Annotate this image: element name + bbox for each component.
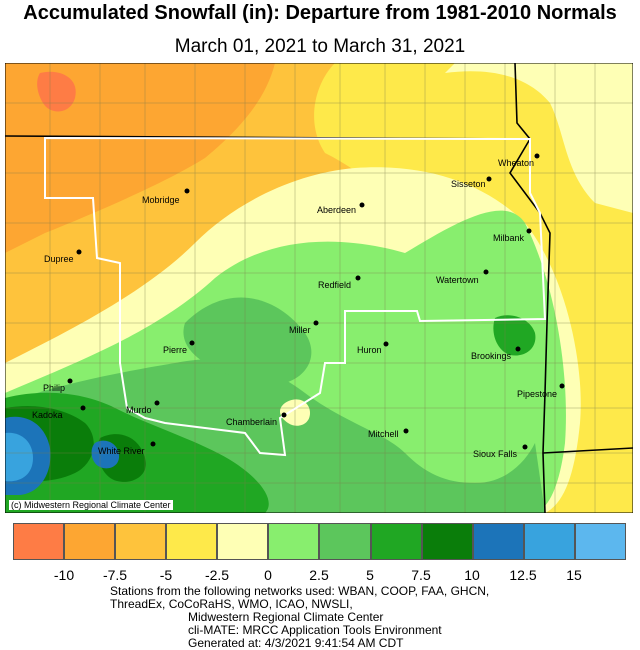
city-dot bbox=[76, 249, 82, 255]
footer-line: Generated at: 4/3/2021 9:41:54 AM CDT bbox=[188, 636, 404, 650]
copyright-notice: (c) Midwestern Regional Climate Center bbox=[9, 500, 173, 510]
city-dot bbox=[313, 320, 319, 326]
city-dot bbox=[483, 269, 489, 275]
legend-tick: 2.5 bbox=[309, 567, 329, 583]
zone-red-orange bbox=[37, 71, 76, 112]
city-label-pipestone: Pipestone bbox=[517, 389, 557, 399]
city-dot bbox=[515, 346, 521, 352]
legend-swatch bbox=[268, 523, 320, 560]
city-label-redfield: Redfield bbox=[318, 280, 351, 290]
legend-swatch bbox=[115, 523, 167, 560]
city-label-watertown: Watertown bbox=[436, 275, 479, 285]
city-markers: Wheaton Sisseton Mobridge Aberdeen Milba… bbox=[32, 153, 565, 459]
zone-blue-white-river bbox=[91, 440, 120, 469]
legend-tick: -7.5 bbox=[102, 567, 128, 583]
legend-swatch bbox=[421, 523, 473, 560]
footer-line: cli-MATE: MRCC Application Tools Environ… bbox=[188, 623, 442, 637]
legend-swatch bbox=[370, 523, 422, 560]
city-dot bbox=[80, 405, 86, 411]
city-label-sioux-falls: Sioux Falls bbox=[473, 449, 518, 459]
city-label-brookings: Brookings bbox=[471, 351, 512, 361]
zone-light-blue bbox=[5, 432, 33, 482]
footer-notes: Stations from the following networks use… bbox=[110, 585, 489, 650]
city-dot bbox=[559, 383, 565, 389]
city-label-huron: Huron bbox=[357, 345, 382, 355]
legend-swatch bbox=[319, 523, 371, 560]
city-dot bbox=[534, 153, 540, 159]
zone-cream-northeast bbox=[445, 63, 633, 213]
city-dot bbox=[281, 412, 287, 418]
city-dot bbox=[383, 341, 389, 347]
city-label-miller: Miller bbox=[289, 325, 311, 335]
legend-tick: 10 bbox=[464, 567, 480, 583]
map-title: Accumulated Snowfall (in): Departure fro… bbox=[23, 2, 617, 24]
legend-tick: 5 bbox=[366, 567, 374, 583]
snowfall-departure-map: Wheaton Sisseton Mobridge Aberdeen Milba… bbox=[5, 63, 633, 513]
zone-green-brookings bbox=[493, 315, 536, 356]
legend-swatch bbox=[523, 523, 575, 560]
legend-tick: 12.5 bbox=[509, 567, 537, 583]
city-label-mitchell: Mitchell bbox=[368, 429, 399, 439]
footer-line: Midwestern Regional Climate Center bbox=[188, 610, 384, 624]
city-label-philip: Philip bbox=[43, 383, 65, 393]
cwa-boundary bbox=[44, 136, 547, 457]
map-subtitle: March 01, 2021 to March 31, 2021 bbox=[174, 36, 466, 57]
legend-tick: 0 bbox=[264, 567, 272, 583]
city-dot bbox=[403, 428, 409, 434]
legend-tick: 7.5 bbox=[411, 567, 431, 583]
city-label-murdo: Murdo bbox=[126, 405, 152, 415]
city-label-kadoka: Kadoka bbox=[32, 410, 63, 420]
county-lines bbox=[5, 63, 633, 513]
legend-tick: -10 bbox=[53, 567, 75, 583]
legend-swatch bbox=[13, 523, 65, 560]
legend-swatch bbox=[64, 523, 116, 560]
legend-swatch bbox=[472, 523, 524, 560]
city-label-chamberlain: Chamberlain bbox=[226, 417, 277, 427]
legend-swatch bbox=[166, 523, 218, 560]
city-label-pierre: Pierre bbox=[163, 345, 187, 355]
legend-swatch bbox=[574, 523, 626, 560]
city-label-dupree: Dupree bbox=[44, 254, 74, 264]
legend-tick: 15 bbox=[566, 567, 582, 583]
city-dot bbox=[184, 188, 190, 194]
city-label-mobridge: Mobridge bbox=[142, 195, 180, 205]
city-label-sisseton: Sisseton bbox=[451, 179, 486, 189]
footer-line: ThreadEx, CoCoRaHS, WMO, ICAO, NWSLI, bbox=[110, 597, 353, 611]
zone-orange bbox=[5, 63, 275, 253]
city-dot bbox=[359, 202, 365, 208]
city-dot bbox=[355, 275, 361, 281]
footer-line: Stations from the following networks use… bbox=[110, 584, 490, 598]
city-dot bbox=[526, 228, 532, 234]
legend-swatch bbox=[217, 523, 269, 560]
city-dot bbox=[189, 340, 195, 346]
legend-ticks: -10 -7.5 -5 -2.5 0 2.5 5 7.5 10 12.5 15 bbox=[0, 567, 640, 585]
legend-colorbar bbox=[13, 523, 626, 560]
city-dot bbox=[150, 441, 156, 447]
city-dot bbox=[522, 444, 528, 450]
city-label-milbank: Milbank bbox=[493, 233, 525, 243]
city-label-aberdeen: Aberdeen bbox=[317, 205, 356, 215]
city-dot bbox=[67, 378, 73, 384]
city-label-white-river: White River bbox=[98, 446, 145, 456]
city-dot bbox=[486, 176, 492, 182]
legend-tick: -5 bbox=[159, 567, 173, 583]
city-label-wheaton: Wheaton bbox=[498, 158, 534, 168]
city-dot bbox=[154, 400, 160, 406]
legend-tick: -2.5 bbox=[204, 567, 230, 583]
